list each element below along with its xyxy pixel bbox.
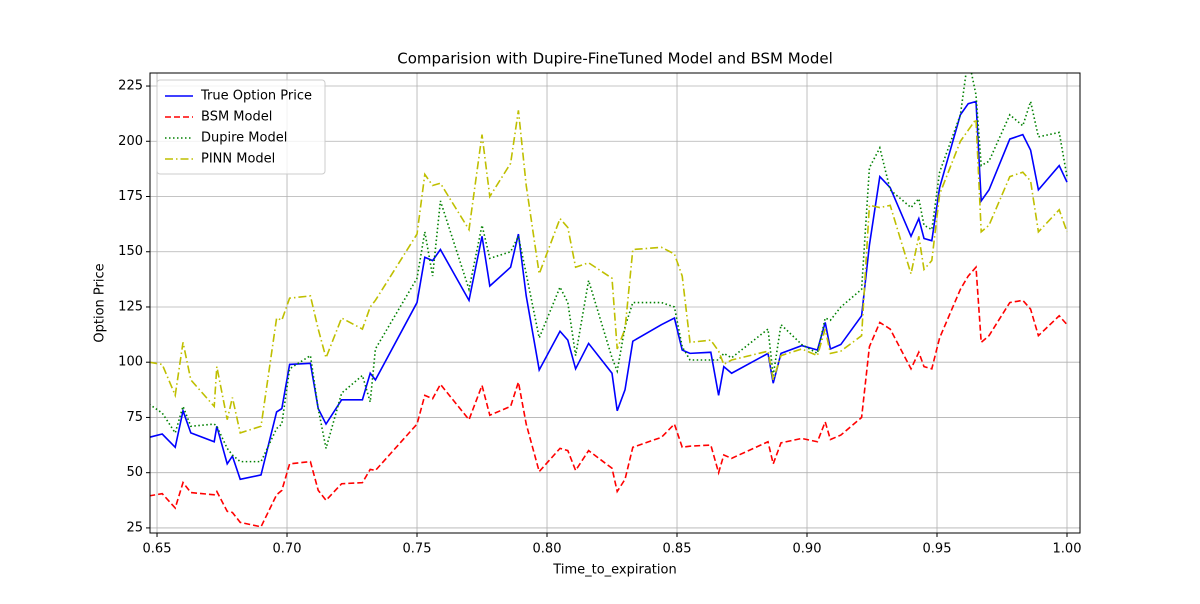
y-tick-label: 25 (126, 520, 143, 535)
y-tick-label: 50 (126, 465, 143, 480)
y-tick-label: 200 (118, 134, 143, 149)
y-tick-label: 125 (118, 299, 143, 314)
series-line (150, 265, 1068, 528)
plot-frame (149, 72, 1081, 534)
plot-lines (150, 73, 1068, 528)
y-axis-label: Option Price (93, 263, 108, 342)
chart-title: Comparision with Dupire-FineTuned Model … (397, 50, 833, 68)
x-tick-label: 0.70 (273, 542, 302, 557)
x-tick-label: 0.75 (403, 542, 432, 557)
series-line (150, 110, 1068, 434)
legend-box (156, 79, 326, 175)
x-tick-label: 0.95 (923, 542, 952, 557)
legend-label: Dupire Model (201, 131, 287, 146)
x-tick-label: 0.80 (533, 542, 562, 557)
series-line (150, 100, 1068, 481)
x-tick-label: 0.90 (793, 542, 822, 557)
y-tick-label: 75 (126, 410, 143, 425)
y-tick-label: 225 (118, 79, 143, 94)
legend: True Option Price BSM Model Dupire Model PI… (156, 79, 326, 175)
legend-label: PINN Model (201, 152, 275, 167)
legend-label: True Option Price (200, 89, 312, 104)
x-axis-label: Time_to_expiration (552, 563, 676, 578)
legend-label: BSM Model (201, 110, 272, 125)
x-tick-label: 0.65 (143, 542, 172, 557)
y-tick-label: 100 (118, 355, 143, 370)
grid (150, 73, 1080, 533)
x-tick-label: 1.00 (1053, 542, 1082, 557)
y-tick-label: 175 (118, 189, 143, 204)
axes: 0.65 0.70 0.75 0.80 0.85 0.90 0.95 1.00 25 50 75 10… (118, 79, 1081, 557)
y-tick-label: 150 (118, 244, 143, 259)
x-tick-label: 0.85 (663, 542, 692, 557)
